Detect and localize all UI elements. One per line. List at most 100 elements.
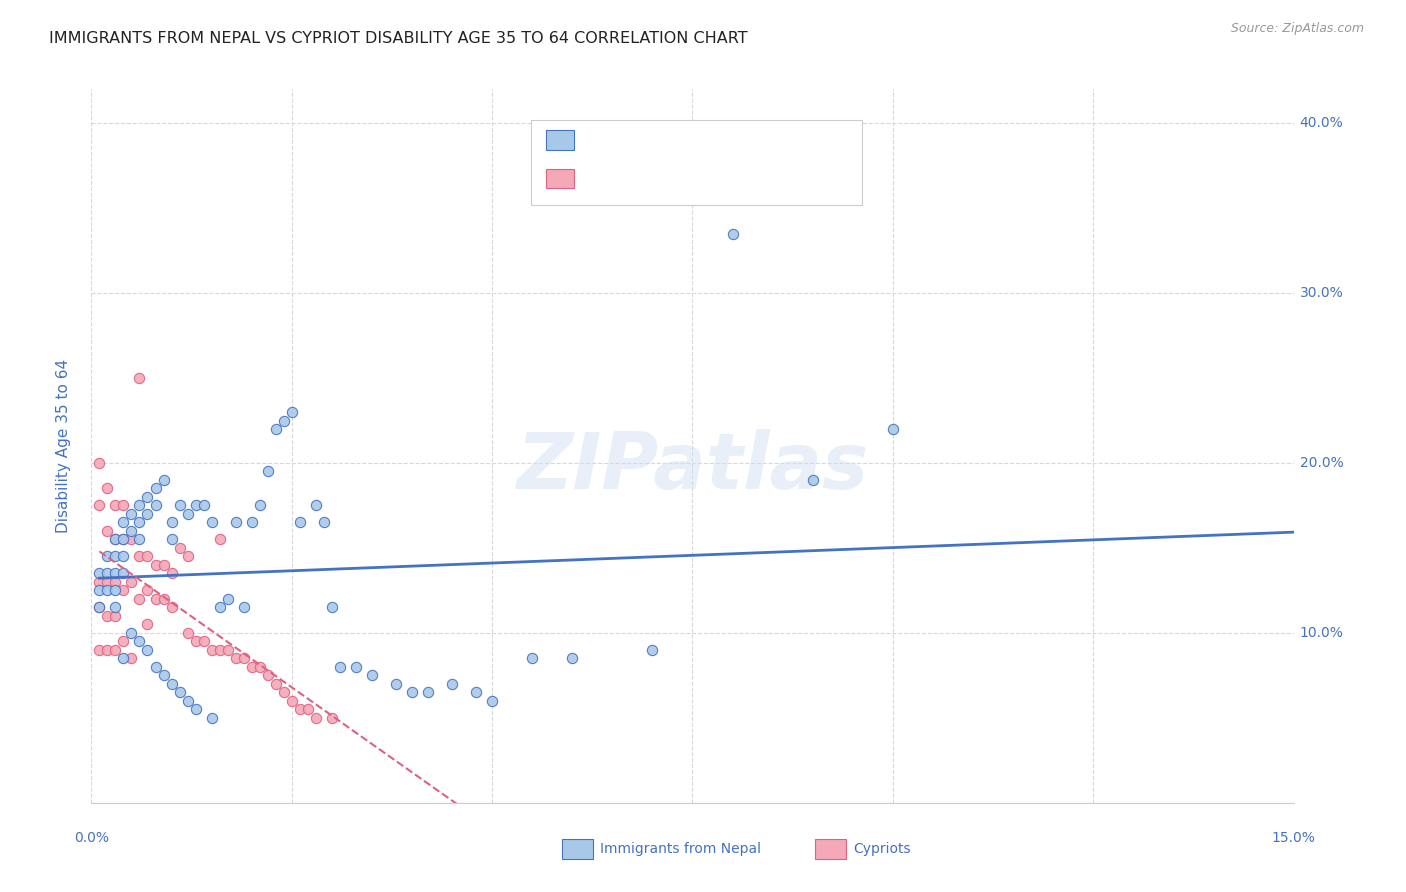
Text: 55: 55 (728, 171, 749, 186)
Point (344, 660, 367, 674)
Point (96, 549, 118, 564)
Point (169, 499, 191, 513)
Point (104, 643, 127, 657)
Point (232, 600, 254, 615)
Point (305, 499, 328, 513)
Point (201, 643, 224, 657)
Point (201, 711, 224, 725)
Point (89, 600, 111, 615)
Point (121, 651, 143, 665)
Point (96, 583, 118, 598)
Point (112, 533, 135, 547)
Point (297, 702, 319, 716)
Point (184, 499, 207, 513)
Point (465, 685, 488, 699)
Point (96, 608, 118, 623)
Point (176, 507, 198, 521)
Point (104, 574, 127, 589)
Point (193, 499, 215, 513)
Point (112, 634, 135, 648)
Point (249, 499, 271, 513)
Text: N =: N = (693, 171, 727, 186)
Point (160, 566, 183, 581)
Point (176, 694, 198, 708)
Point (145, 482, 167, 496)
Point (96, 482, 118, 496)
Point (121, 524, 143, 538)
Point (193, 634, 215, 648)
Text: 20.0%: 20.0% (1299, 456, 1343, 470)
Point (281, 694, 304, 708)
Point (160, 516, 183, 530)
Point (104, 608, 127, 623)
Text: R =: R = (588, 171, 621, 186)
Point (145, 660, 167, 674)
Point (225, 651, 247, 665)
Point (160, 533, 183, 547)
Point (104, 499, 127, 513)
Point (385, 677, 408, 691)
Point (208, 600, 231, 615)
Point (89, 566, 111, 581)
Point (256, 465, 278, 479)
Point (89, 583, 111, 598)
Point (104, 533, 127, 547)
Point (184, 702, 207, 716)
Point (104, 549, 127, 564)
Point (240, 516, 263, 530)
Point (104, 533, 127, 547)
Point (104, 566, 127, 581)
Point (329, 660, 352, 674)
Point (882, 422, 904, 436)
Point (112, 651, 135, 665)
Point (176, 626, 198, 640)
Point (321, 711, 343, 725)
Point (160, 677, 183, 691)
Point (136, 643, 159, 657)
Point (273, 685, 295, 699)
Point (136, 583, 159, 598)
Point (217, 591, 239, 606)
Point (89, 499, 111, 513)
Point (136, 507, 159, 521)
Point (136, 490, 159, 504)
Text: N =: N = (693, 133, 727, 147)
Text: 40.0%: 40.0% (1299, 116, 1343, 130)
Text: 10.0%: 10.0% (1299, 626, 1343, 640)
Point (96, 574, 118, 589)
Point (112, 533, 135, 547)
Point (232, 651, 254, 665)
Point (321, 600, 343, 615)
Point (121, 574, 143, 589)
Point (169, 541, 191, 555)
Text: Immigrants from Nepal: Immigrants from Nepal (600, 842, 762, 856)
Point (128, 371, 150, 385)
Point (416, 685, 439, 699)
Point (481, 694, 503, 708)
Point (112, 549, 135, 564)
Point (96, 643, 118, 657)
Point (561, 651, 583, 665)
Point (89, 574, 111, 589)
Point (112, 583, 135, 598)
Point (281, 405, 304, 419)
Point (208, 533, 231, 547)
Point (128, 516, 150, 530)
Point (152, 668, 174, 682)
Point (89, 643, 111, 657)
Point (152, 591, 174, 606)
Point (104, 583, 127, 598)
Point (128, 634, 150, 648)
Point (256, 668, 278, 682)
Point (288, 516, 311, 530)
Point (641, 643, 664, 657)
Text: 0.158: 0.158 (627, 171, 671, 186)
Point (264, 677, 287, 691)
Point (96, 566, 118, 581)
Point (249, 660, 271, 674)
Point (305, 711, 328, 725)
Point (184, 634, 207, 648)
Point (89, 456, 111, 470)
Point (136, 549, 159, 564)
Text: 0.361: 0.361 (627, 133, 671, 147)
